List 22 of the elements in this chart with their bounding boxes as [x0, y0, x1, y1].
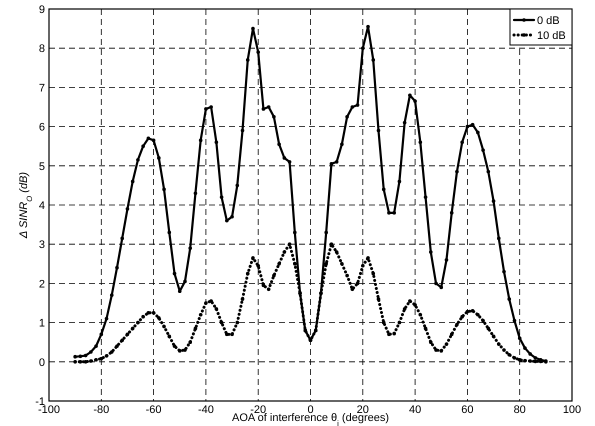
x-tick-label: 60 [461, 404, 474, 416]
y-tick-label: 9 [38, 4, 45, 16]
legend-label: 0 dB [537, 15, 560, 27]
y-tick-label: 1 [38, 318, 45, 330]
y-tick-label: 5 [38, 160, 45, 173]
x-tick-label: -40 [198, 404, 214, 416]
x-tick-label: 0 [307, 404, 314, 416]
x-tick-label: 80 [514, 404, 526, 416]
legend-label: 10 dB [537, 30, 566, 42]
x-tick-label: -60 [146, 404, 162, 416]
x-tick-label: 40 [408, 404, 422, 416]
y-tick-label: 0 [38, 356, 45, 369]
x-tick-label: 100 [562, 404, 582, 416]
x-tick-label: -100 [38, 404, 60, 416]
y-tick-label: 8 [38, 43, 45, 56]
x-tick-label: 20 [356, 404, 369, 416]
y-tick-label: 7 [38, 82, 45, 94]
y-tick-label: 3 [38, 239, 45, 252]
y-tick-label: 6 [38, 122, 45, 134]
y-tick-label: 4 [38, 200, 45, 212]
x-tick-label: -80 [93, 404, 110, 416]
y-tick-label: 2 [38, 278, 45, 290]
